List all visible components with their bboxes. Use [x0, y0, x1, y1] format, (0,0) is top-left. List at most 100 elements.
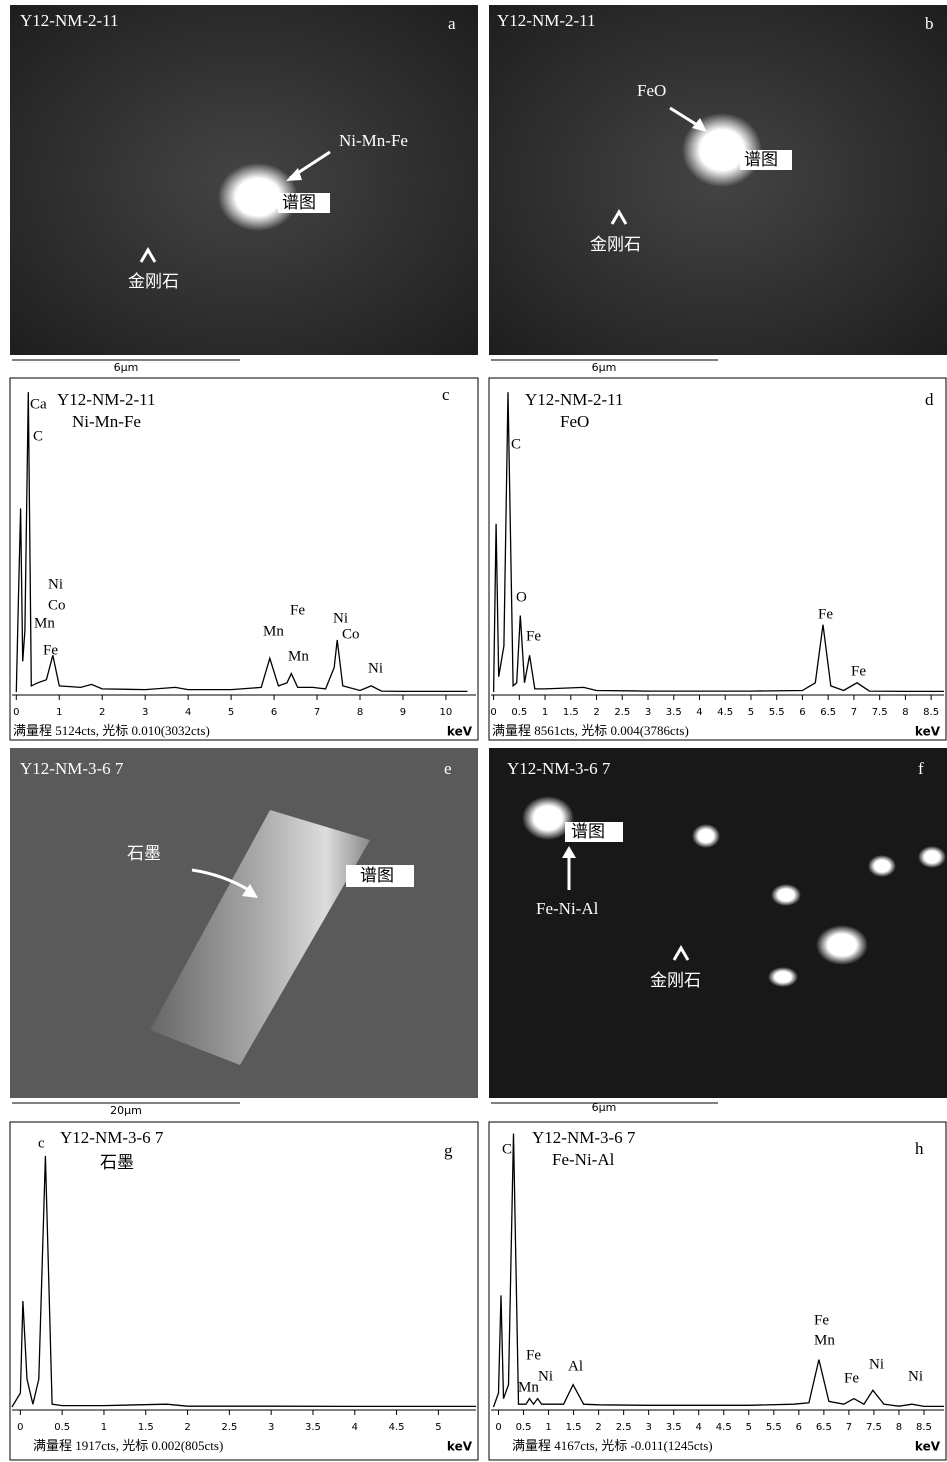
x-tick-label: 2 [184, 1422, 190, 1433]
x-axis-label: keV [915, 1440, 941, 1454]
panel-letter: e [444, 759, 452, 778]
label-box [278, 193, 330, 213]
peak-label: Fe [526, 628, 541, 644]
x-tick-label: 2 [595, 1422, 601, 1433]
x-tick-label: 2 [99, 707, 105, 718]
x-tick-label: 4.5 [389, 1422, 405, 1433]
scale-label: 6μm [592, 361, 617, 374]
x-tick-label: 1 [545, 1422, 551, 1433]
phase-label: FeO [637, 81, 666, 100]
footer: 满量程 8561cts, 光标 0.004(3786cts) [492, 723, 689, 738]
phase-label: Fe-Ni-Al [536, 899, 599, 918]
sample-label: Y12-NM-3-6 7 [60, 1128, 164, 1147]
panel-frame [488, 1121, 947, 1461]
peak-label: Mn [518, 1379, 539, 1395]
image-panel-a: Y12-NM-2-11 a Ni-Mn-Fe 谱图 金刚石 6μm [10, 5, 478, 374]
sample-label: Y12-NM-3-6 7 [532, 1128, 636, 1147]
panel-letter: a [448, 14, 456, 33]
scale-label: 20μm [110, 1104, 142, 1117]
peak-label: Co [48, 597, 66, 613]
panel-frame [9, 1121, 479, 1461]
peak-label: Mn [34, 615, 55, 631]
image-panel-b: Y12-NM-2-11 b FeO 谱图 金刚石 6μm [489, 5, 947, 374]
panel-letter: f [918, 759, 924, 778]
x-tick-label: 8 [357, 707, 363, 718]
arrow-head [242, 884, 258, 898]
peak-label: Ca [30, 396, 47, 412]
peak-label: Fe [290, 602, 305, 618]
x-tick-label: 4.5 [716, 1422, 732, 1433]
footer: 满量程 1917cts, 光标 0.002(805cts) [33, 1438, 223, 1453]
x-tick-label: 4.5 [717, 707, 733, 718]
x-tick-label: 1 [542, 707, 548, 718]
arrow [672, 945, 690, 961]
x-tick-label: 0 [490, 707, 496, 718]
x-axis-label: keV [447, 1440, 473, 1454]
x-tick-label: 3.5 [666, 1422, 682, 1433]
particle [692, 824, 720, 848]
x-tick-label: 2.5 [221, 1422, 237, 1433]
x-tick-label: 0 [495, 1422, 501, 1433]
phase-label: Ni-Mn-Fe [339, 131, 408, 150]
x-tick-label: 5 [746, 1422, 752, 1433]
peak-label: Fe [818, 606, 833, 622]
x-tick-label: 10 [440, 707, 453, 718]
spectrum-line [11, 1155, 476, 1408]
x-tick-label: 3 [645, 707, 651, 718]
peak-label: c [38, 1135, 45, 1151]
phase-label: 石墨 [100, 1153, 134, 1172]
x-tick-label: 7.5 [872, 707, 888, 718]
x-tick-label: 3.5 [666, 707, 682, 718]
x-tick-label: 3 [268, 1422, 274, 1433]
x-tick-label: 5.5 [769, 707, 785, 718]
x-tick-label: 4 [696, 707, 702, 718]
label-box [740, 150, 792, 170]
panel-letter: g [444, 1141, 453, 1160]
x-tick-label: 5 [435, 1422, 441, 1433]
peak-label: Ni [368, 660, 383, 676]
mineral-label: 金刚石 [128, 272, 179, 291]
spectrum-line [492, 392, 944, 693]
x-tick-label: 6.5 [820, 707, 836, 718]
peak-label: Mn [288, 648, 309, 664]
arrow [610, 209, 628, 225]
panel-letter: b [925, 14, 934, 33]
particle [918, 846, 946, 868]
x-tick-label: 5.5 [766, 1422, 782, 1433]
arrow-head [692, 118, 707, 132]
x-tick-label: 8 [896, 1422, 902, 1433]
x-tick-label: 4 [696, 1422, 702, 1433]
x-tick-label: 6 [796, 1422, 802, 1433]
x-tick-label: 6 [271, 707, 277, 718]
x-tick-label: 7 [846, 1422, 852, 1433]
footer: 满量程 4167cts, 光标 -0.011(1245cts) [512, 1438, 713, 1453]
x-tick-label: 4 [352, 1422, 358, 1433]
sample-label: Y12-NM-2-11 [497, 11, 596, 30]
peak-label: Fe [814, 1312, 829, 1328]
panel-letter: c [442, 385, 450, 404]
sample-label: Y12-NM-2-11 [525, 390, 624, 409]
peak-label: C [502, 1141, 512, 1157]
particle [868, 855, 896, 877]
peak-label: Fe [43, 642, 58, 658]
spectrum-label: 谱图 [571, 822, 605, 841]
x-axis-label: keV [447, 725, 473, 739]
x-tick-label: 7 [851, 707, 857, 718]
sample-label: Y12-NM-3-6 7 [20, 759, 124, 778]
peak-label: Ni [48, 576, 63, 592]
x-tick-label: 5 [228, 707, 234, 718]
peak-label: Ni [333, 610, 348, 626]
sample-label: Y12-NM-2-11 [20, 11, 119, 30]
spectrum-label: 谱图 [744, 150, 778, 169]
panel-frame [9, 377, 479, 741]
graphite-crystal [150, 810, 370, 1065]
particle [218, 163, 298, 231]
x-tick-label: 5 [748, 707, 754, 718]
panel-letter: h [915, 1139, 924, 1158]
particle [816, 925, 868, 965]
arrow-head [286, 168, 302, 181]
x-tick-label: 2 [593, 707, 599, 718]
mineral-label: 金刚石 [650, 971, 701, 990]
x-tick-label: 0.5 [516, 1422, 532, 1433]
